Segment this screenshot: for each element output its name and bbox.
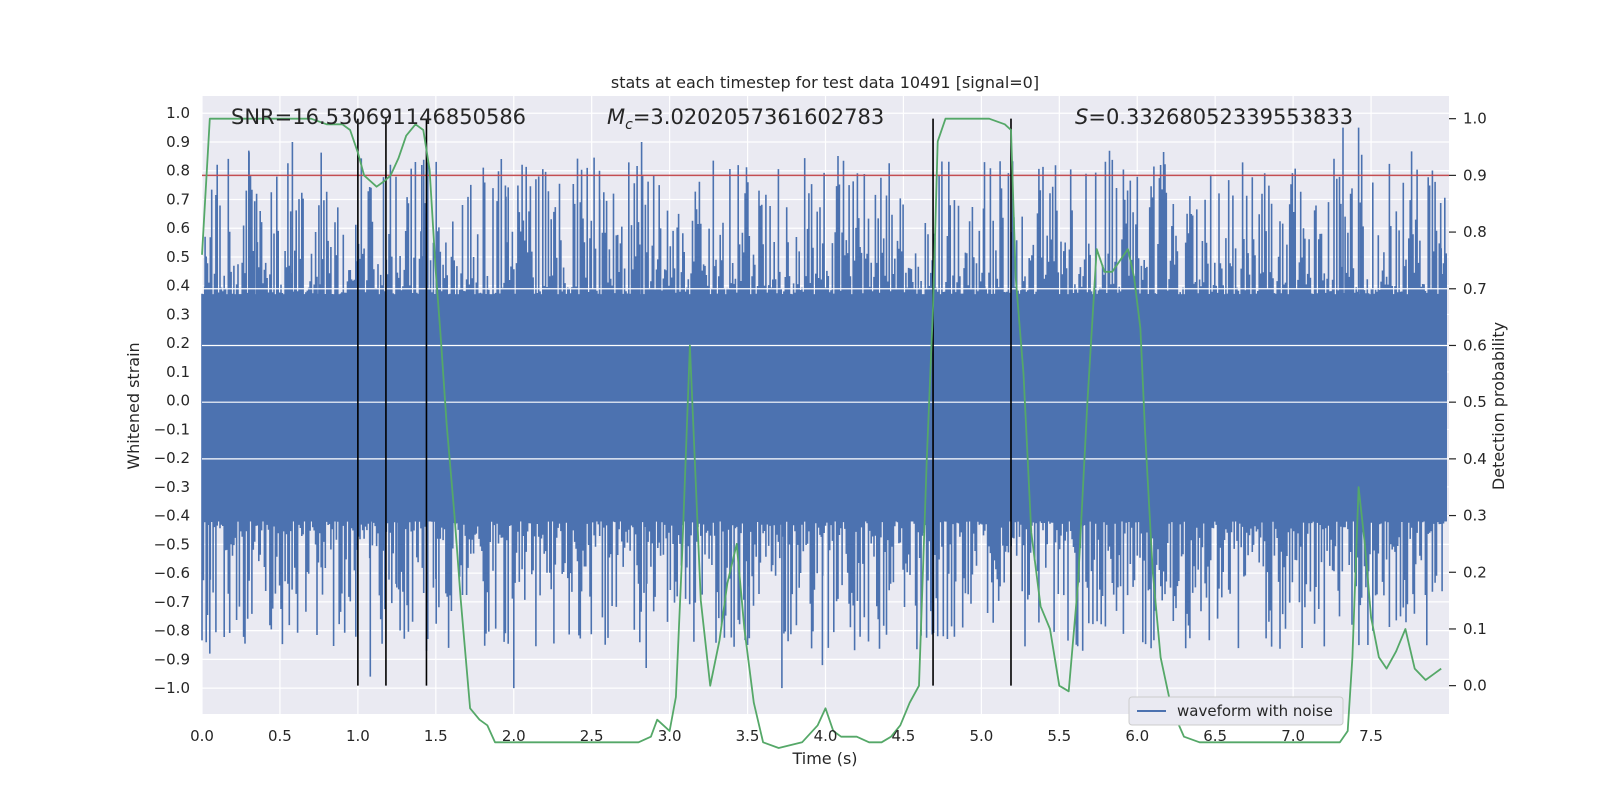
s-value: =0.33268052339553833 xyxy=(1088,105,1353,129)
s-symbol: S xyxy=(1075,105,1088,129)
y-tick-label: 0.8 xyxy=(166,162,190,180)
y-tick-label: 0.2 xyxy=(166,334,190,352)
y-tick-label: −0.8 xyxy=(154,622,190,640)
probability-line xyxy=(201,117,1442,749)
y-tick-label: −0.6 xyxy=(154,564,190,582)
x-tick-label: 6.5 xyxy=(1203,727,1227,745)
x-tick-label: 7.0 xyxy=(1281,727,1305,745)
y2-tick-label: 0.0 xyxy=(1463,677,1487,695)
y2-tick-label: 0.7 xyxy=(1463,280,1487,298)
snr-annotation: SNR=16.530691146850586 xyxy=(231,105,526,129)
noise-band xyxy=(202,294,1447,522)
x-tick-label: 1.5 xyxy=(424,727,448,745)
y2-tick-label: 0.1 xyxy=(1463,620,1487,638)
legend: waveform with noise xyxy=(1128,696,1344,726)
x-tick-label: 6.0 xyxy=(1125,727,1149,745)
x-tick-label: 1.0 xyxy=(346,727,370,745)
axis-ticks: 0.0 0.5 1.0 1.5 2.0 2.5 3.0 3.5 4.0 4.5 5.0 5.5 6.0 6… xyxy=(154,104,1487,745)
y2-axis-label: Detection probability xyxy=(1489,322,1508,490)
y2-tick-label: 0.9 xyxy=(1463,166,1487,184)
chirp-mass-symbol: M xyxy=(607,105,625,129)
y2-tick-label: 0.2 xyxy=(1463,563,1487,581)
y-axis-label: Whitened strain xyxy=(124,342,143,469)
x-tick-label: 0.0 xyxy=(190,727,214,745)
y-tick-label: −0.1 xyxy=(154,420,190,438)
y2-tick-label: 1.0 xyxy=(1463,110,1487,128)
x-tick-label: 4.5 xyxy=(892,727,916,745)
y-tick-label: 0.3 xyxy=(166,305,190,323)
y2-tick-label: 0.8 xyxy=(1463,223,1487,241)
x-axis-label: Time (s) xyxy=(791,749,857,768)
legend-box xyxy=(1128,696,1344,726)
y-tick-label: −0.2 xyxy=(154,449,190,467)
y-tick-label: 0.5 xyxy=(166,248,190,266)
strain-series xyxy=(201,127,1449,689)
y-tick-label: 0.7 xyxy=(166,190,190,208)
y2-tick-label: 0.3 xyxy=(1463,507,1487,525)
y-tick-label: −1.0 xyxy=(154,679,190,697)
x-tick-label: 0.5 xyxy=(268,727,292,745)
chirp-mass-annotation: Mc=3.0202057361602783 xyxy=(607,105,884,133)
y-tick-label: 0.9 xyxy=(166,133,190,151)
s-annotation: S=0.33268052339553833 xyxy=(1075,105,1353,129)
x-tick-label: 2.0 xyxy=(502,727,526,745)
y-tick-label: 0.6 xyxy=(166,219,190,237)
overlay xyxy=(201,117,1449,749)
y-tick-label: 0.1 xyxy=(166,363,190,381)
x-tick-label: 4.0 xyxy=(814,727,838,745)
y-tick-label: 0.0 xyxy=(166,392,190,410)
x-tick-label: 3.5 xyxy=(736,727,760,745)
chirp-mass-subscript: c xyxy=(625,117,633,133)
x-tick-label: 5.0 xyxy=(969,727,993,745)
y-tick-label: −0.7 xyxy=(154,593,190,611)
y-tick-label: −0.4 xyxy=(154,507,190,525)
y-tick-label: 1.0 xyxy=(166,104,190,122)
y-tick-label: −0.3 xyxy=(154,478,190,496)
x-tick-label: 5.5 xyxy=(1047,727,1071,745)
legend-label: waveform with noise xyxy=(1177,702,1333,720)
chart-title: stats at each timestep for test data 104… xyxy=(611,73,1039,92)
x-tick-label: 7.5 xyxy=(1359,727,1383,745)
y2-tick-label: 0.6 xyxy=(1463,336,1487,354)
chirp-mass-value: =3.0202057361602783 xyxy=(633,105,884,129)
y-tick-label: −0.9 xyxy=(154,650,190,668)
x-tick-label: 3.0 xyxy=(658,727,682,745)
y2-tick-label: 0.5 xyxy=(1463,393,1487,411)
x-tick-label: 2.5 xyxy=(580,727,604,745)
y-tick-label: 0.4 xyxy=(166,277,190,295)
y2-tick-label: 0.4 xyxy=(1463,450,1487,468)
y-tick-label: −0.5 xyxy=(154,535,190,553)
